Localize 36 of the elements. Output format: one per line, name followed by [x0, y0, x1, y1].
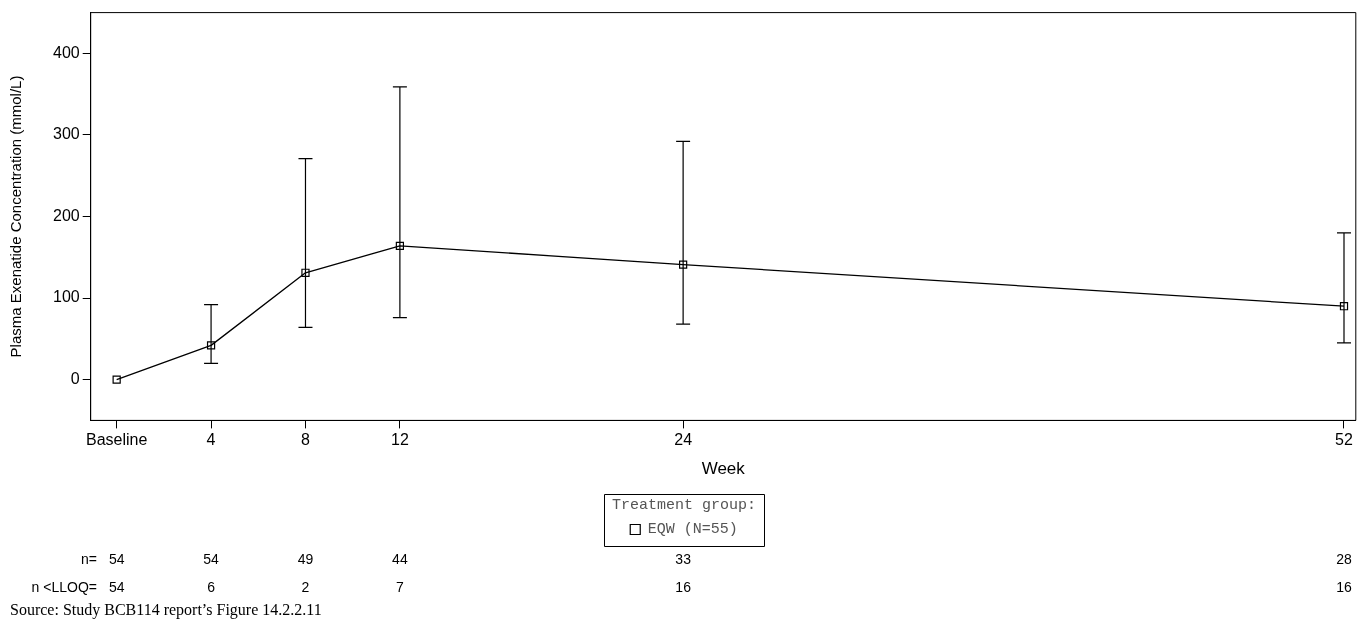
y-tick-label: 200	[52, 206, 80, 224]
point	[112, 375, 121, 384]
text: 54	[203, 550, 220, 567]
y-axis-title: Plasma Exenatide Concentration (mmol/L)	[7, 75, 25, 358]
x-tick-label: 24	[674, 431, 693, 449]
x-tick-label: 4	[206, 431, 216, 449]
text: 54	[108, 578, 125, 595]
text: 33	[675, 550, 692, 567]
y-tick-label: 100	[52, 288, 80, 306]
source-note: Source: Study BCB114 report’s Figure 14.2.2.11	[10, 601, 322, 620]
y-tick-label: 300	[52, 125, 80, 143]
text: 16	[1336, 578, 1352, 595]
x-tick-label: 12	[390, 431, 409, 449]
x-tick-label: 52	[1335, 431, 1353, 449]
legend-title: Treatment group:	[611, 497, 757, 515]
text: 6	[207, 578, 216, 595]
text: n=	[81, 550, 97, 567]
point	[206, 341, 216, 350]
text: 49	[297, 550, 314, 567]
text: 54	[108, 550, 125, 567]
text: 7	[395, 578, 404, 595]
legend-label: EQW (N=55)	[647, 521, 738, 539]
text: 28	[1336, 550, 1352, 567]
x-tick-label: 8	[301, 431, 311, 449]
point	[1339, 302, 1349, 311]
point	[395, 241, 405, 250]
y-tick-label: 0	[70, 370, 80, 388]
y-tick-label: 400	[52, 43, 80, 61]
point	[678, 260, 688, 269]
text: 44	[392, 550, 408, 567]
x-tick-label: Baseline	[85, 431, 148, 449]
point	[301, 268, 310, 277]
text: 16	[675, 578, 692, 595]
x-axis-title: Week	[701, 459, 746, 479]
text: n <LLOQ=	[31, 578, 97, 595]
text: 2	[301, 578, 310, 595]
